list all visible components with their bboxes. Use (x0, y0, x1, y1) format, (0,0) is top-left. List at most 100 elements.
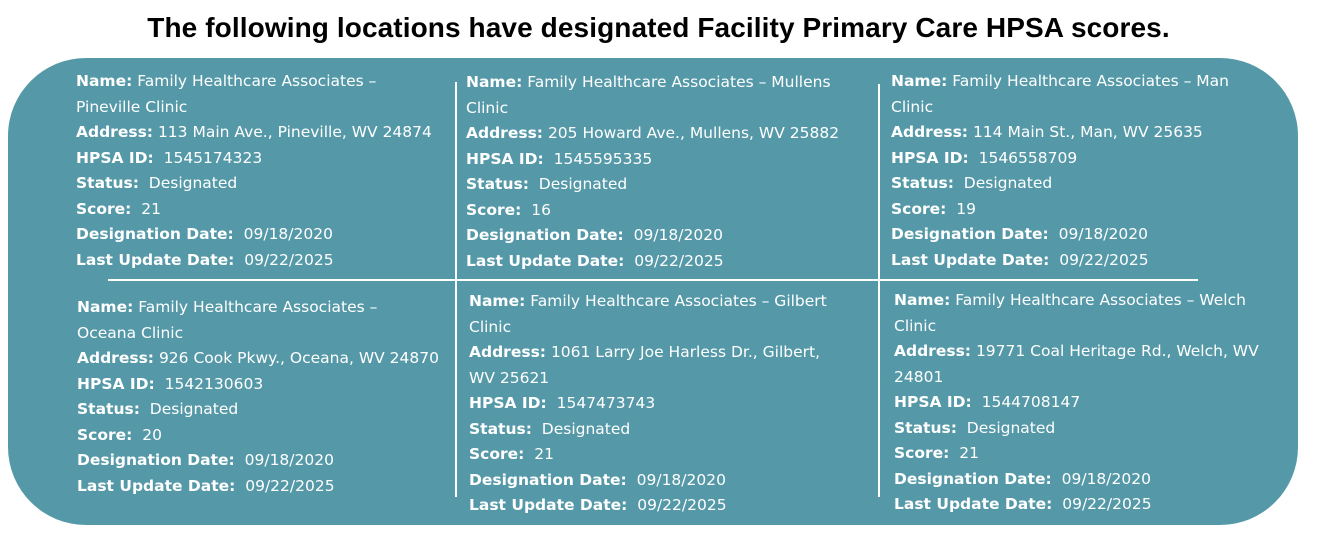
designation-date-row: Designation Date: 09/18/2020 (77, 448, 439, 474)
designation-date-label: Designation Date: (466, 226, 624, 244)
name-value: Family Healthcare Associates – Gilbert (530, 292, 827, 310)
last-update-date-row: Last Update Date: 09/22/2025 (466, 249, 839, 275)
score-row: Score: 21 (76, 197, 432, 223)
hpsa-id-label: HPSA ID: (894, 393, 972, 411)
status-label: Status: (76, 174, 139, 192)
hpsa-id-value: 1542130603 (164, 374, 264, 393)
address-value: 114 Main St., Man, WV 25635 (972, 123, 1203, 141)
name-value: Family Healthcare Associates – (137, 72, 377, 90)
hpsa-id-value: 1545595335 (553, 149, 653, 168)
last-update-date-row: Last Update Date: 09/22/2025 (76, 248, 432, 274)
last-update-date-value: 09/22/2025 (1062, 495, 1152, 513)
score-row: Score: 20 (77, 423, 439, 449)
name-value: Family Healthcare Associates – Man (952, 72, 1230, 90)
hpsa-id-value: 1546558709 (978, 148, 1078, 167)
address-row: Address: 205 Howard Ave., Mullens, WV 25… (466, 121, 839, 147)
hpsa-id-value: 1545174323 (163, 148, 263, 167)
status-value: Designated (966, 418, 1056, 437)
location-card: Name: Family Healthcare Associates – Man… (891, 69, 1229, 273)
address-row: Address: 1061 Larry Joe Harless Dr., Gil… (469, 340, 827, 366)
hpsa-id-row: HPSA ID: 1544708147 (894, 390, 1259, 416)
name-row: Name: Family Healthcare Associates – Man (891, 69, 1229, 95)
designation-date-value: 09/18/2020 (636, 470, 726, 489)
status-row: Status: Designated (466, 172, 839, 198)
address-value: 205 Howard Ave., Mullens, WV 25882 (547, 124, 840, 142)
name-row: Name: Family Healthcare Associates – Gil… (469, 289, 827, 315)
last-update-date-row: Last Update Date: 09/22/2025 (77, 474, 439, 500)
name-label: Name: (891, 72, 948, 90)
address-row: Address: 19771 Coal Heritage Rd., Welch,… (894, 339, 1259, 365)
score-row: Score: 21 (894, 441, 1259, 467)
address-row: Address: 926 Cook Pkwy., Oceana, WV 2487… (77, 346, 439, 372)
address-label: Address: (466, 124, 543, 142)
designation-date-row: Designation Date: 09/18/2020 (469, 468, 827, 494)
designation-date-label: Designation Date: (891, 225, 1049, 243)
address-label: Address: (76, 123, 153, 141)
name-label: Name: (469, 292, 526, 310)
designation-date-value: 09/18/2020 (243, 225, 333, 243)
name-label: Name: (76, 72, 133, 90)
score-label: Score: (891, 199, 947, 218)
hpsa-id-label: HPSA ID: (77, 374, 155, 393)
score-value: 21 (141, 199, 161, 218)
hpsa-id-label: HPSA ID: (891, 148, 969, 167)
hpsa-id-label: HPSA ID: (469, 394, 547, 412)
hpsa-id-label: HPSA ID: (466, 149, 544, 168)
address-value: 113 Main Ave., Pineville, WV 24874 (157, 123, 432, 141)
hpsa-id-row: HPSA ID: 1547473743 (469, 391, 827, 417)
designation-date-value: 09/18/2020 (244, 451, 334, 469)
status-value: Designated (538, 175, 628, 193)
designation-date-label: Designation Date: (894, 469, 1052, 488)
designation-date-value: 09/18/2020 (633, 226, 723, 244)
name-label: Name: (466, 73, 523, 91)
address-row: Address: 113 Main Ave., Pineville, WV 24… (76, 120, 432, 146)
address-value: 19771 Coal Heritage Rd., Welch, WV (975, 342, 1259, 360)
last-update-date-value: 09/22/2025 (245, 476, 335, 495)
last-update-date-value: 09/22/2025 (637, 496, 727, 514)
status-label: Status: (77, 400, 140, 418)
name-value: Family Healthcare Associates – Mullens (527, 73, 831, 91)
location-card: Name: Family Healthcare Associates – Ocea… (77, 295, 439, 499)
last-update-date-label: Last Update Date: (466, 251, 625, 270)
address-label: Address: (469, 343, 546, 361)
location-card: Name: Family Healthcare Associates – Gil… (469, 289, 827, 519)
name-line2: Oceana Clinic (77, 323, 184, 342)
name-line2: Clinic (894, 316, 937, 335)
name-value: Family Healthcare Associates – Welch (955, 291, 1246, 309)
status-label: Status: (469, 419, 532, 438)
status-row: Status: Designated (891, 171, 1229, 197)
address-label: Address: (894, 342, 971, 360)
score-label: Score: (466, 200, 522, 219)
score-value: 20 (142, 425, 162, 444)
last-update-date-value: 09/22/2025 (1059, 250, 1149, 269)
status-row: Status: Designated (77, 397, 439, 423)
status-value: Designated (963, 174, 1053, 192)
last-update-date-label: Last Update Date: (894, 495, 1053, 513)
score-value: 19 (956, 199, 976, 218)
name-label: Name: (77, 298, 134, 316)
designation-date-value: 09/18/2020 (1061, 469, 1151, 488)
score-row: Score: 16 (466, 198, 839, 224)
designation-date-label: Designation Date: (77, 451, 235, 469)
hpsa-id-value: 1544708147 (981, 393, 1081, 411)
name-line2: Pineville Clinic (76, 97, 188, 116)
name-row: Name: Family Healthcare Associates – (77, 295, 439, 321)
designation-date-row: Designation Date: 09/18/2020 (466, 223, 839, 249)
column-divider-right (878, 84, 880, 497)
last-update-date-label: Last Update Date: (469, 496, 628, 514)
status-row: Status: Designated (469, 417, 827, 443)
designation-date-row: Designation Date: 09/18/2020 (894, 467, 1259, 493)
designation-date-row: Designation Date: 09/18/2020 (76, 222, 432, 248)
name-row: Name: Family Healthcare Associates – Mul… (466, 70, 839, 96)
address-label: Address: (77, 349, 154, 367)
hpsa-id-label: HPSA ID: (76, 148, 154, 167)
score-row: Score: 19 (891, 197, 1229, 223)
hpsa-id-row: HPSA ID: 1546558709 (891, 146, 1229, 172)
hpsa-id-value: 1547473743 (556, 394, 656, 412)
name-line2: Clinic (891, 97, 934, 116)
name-row: Name: Family Healthcare Associates – (76, 69, 432, 95)
score-label: Score: (894, 444, 950, 462)
hpsa-id-row: HPSA ID: 1542130603 (77, 372, 439, 398)
address-line2: WV 25621 (469, 368, 550, 387)
name-value: Family Healthcare Associates – (138, 298, 378, 316)
